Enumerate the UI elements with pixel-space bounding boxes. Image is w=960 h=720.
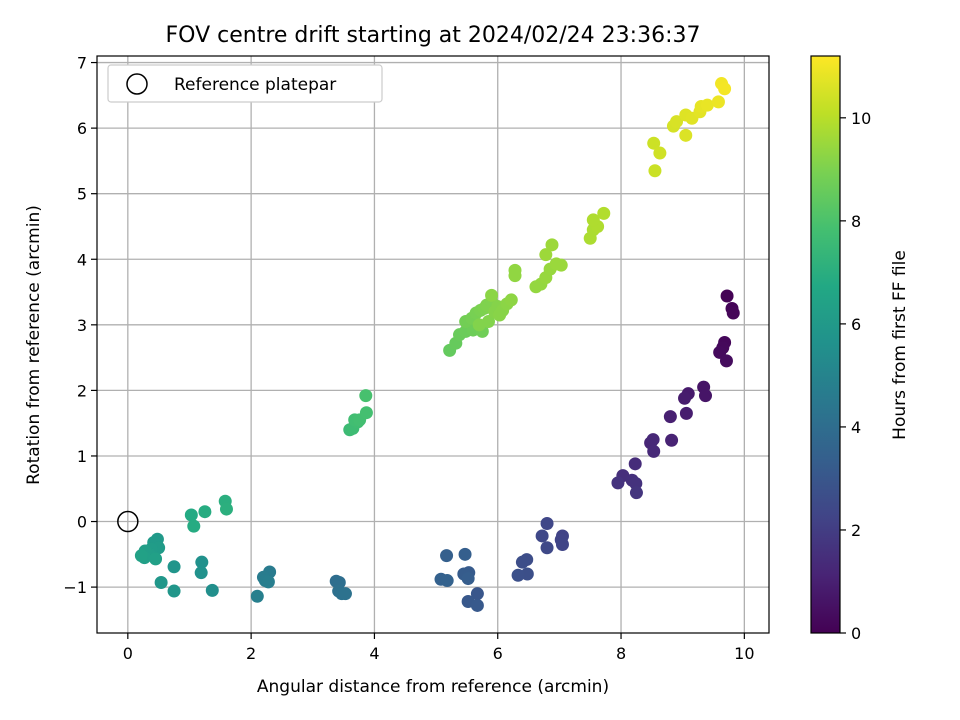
x-axis-label: Angular distance from reference (arcmin) [257, 677, 609, 697]
data-point [628, 457, 642, 471]
colorbar-tick-label: 8 [851, 212, 861, 231]
data-point [485, 288, 499, 302]
data-point [648, 164, 662, 178]
data-point [470, 587, 484, 601]
data-point [511, 568, 525, 582]
data-point [718, 82, 732, 96]
data-point [198, 505, 212, 519]
data-point [586, 213, 600, 227]
data-point [359, 406, 373, 420]
colorbar-gradient [810, 55, 841, 634]
data-point [134, 549, 148, 563]
data-point [597, 206, 611, 220]
colorbar-tick-label: 4 [851, 418, 861, 437]
data-point [440, 574, 454, 588]
grid-lines [97, 56, 769, 633]
y-axis-ticks: −1 0 1 2 3 4 5 6 7 [63, 54, 97, 597]
data-point [219, 502, 233, 516]
colorbar: 0 2 4 6 8 10 Hours from first FF file [810, 55, 910, 643]
data-point [545, 238, 559, 252]
x-tick-label: 4 [369, 644, 379, 663]
data-point [187, 519, 201, 533]
legend: Reference platepar [107, 64, 383, 103]
plot-frame [96, 55, 770, 634]
data-point [167, 584, 181, 598]
data-point [504, 293, 518, 307]
data-point [611, 476, 625, 490]
data-point [205, 583, 219, 597]
data-point [663, 410, 677, 424]
data-point [338, 587, 352, 601]
data-point [647, 136, 661, 150]
data-point [149, 552, 163, 566]
data-point [470, 598, 484, 612]
data-point [359, 389, 373, 403]
y-tick-label: −1 [63, 578, 87, 597]
y-tick-label: 1 [77, 447, 87, 466]
data-point [629, 486, 643, 500]
x-tick-label: 0 [123, 644, 133, 663]
data-point [679, 128, 693, 142]
y-tick-label: 4 [77, 250, 87, 269]
colorbar-label: Hours from first FF file [890, 250, 910, 440]
data-point [726, 306, 740, 320]
y-tick-label: 0 [77, 513, 87, 532]
data-point [698, 389, 712, 403]
data-point [261, 575, 275, 589]
colorbar-tick-label: 10 [851, 109, 871, 128]
y-tick-label: 5 [77, 185, 87, 204]
data-point [167, 560, 181, 574]
data-point [481, 315, 495, 329]
reference-point-marker [117, 510, 139, 533]
data-point [653, 146, 667, 160]
data-point [719, 354, 733, 368]
data-point [250, 589, 264, 603]
data-point [539, 248, 553, 262]
colorbar-tick-label: 2 [851, 521, 861, 540]
data-point [535, 529, 549, 543]
data-point [154, 576, 168, 590]
colorbar-ticks: 0 2 4 6 8 10 [840, 109, 871, 643]
y-tick-label: 3 [77, 316, 87, 335]
y-axis-label: Rotation from reference (arcmin) [24, 205, 44, 485]
colorbar-tick-label: 6 [851, 315, 861, 334]
x-axis-ticks: 0 2 4 6 8 10 [123, 633, 755, 663]
data-point [184, 508, 198, 522]
data-point [515, 555, 529, 569]
y-tick-label: 2 [77, 381, 87, 400]
data-point [440, 549, 454, 563]
data-point [554, 258, 568, 272]
legend-box [107, 64, 383, 103]
x-tick-label: 10 [734, 644, 754, 663]
legend-entry-reference: Reference platepar [174, 75, 336, 95]
data-point [508, 263, 522, 277]
data-point [647, 444, 661, 458]
data-point [540, 517, 554, 531]
data-point [195, 555, 209, 569]
colorbar-tick-label: 0 [851, 624, 861, 643]
data-point [461, 572, 475, 586]
data-point [665, 433, 679, 447]
x-tick-label: 2 [246, 644, 256, 663]
data-point [670, 115, 684, 129]
data-point [700, 98, 714, 112]
y-tick-label: 6 [77, 119, 87, 138]
data-point [720, 289, 734, 303]
data-point [711, 95, 725, 109]
data-point [646, 433, 660, 447]
data-point [458, 547, 472, 561]
data-point [194, 566, 208, 580]
data-point [555, 537, 569, 551]
x-tick-label: 6 [493, 644, 503, 663]
y-tick-label: 7 [77, 54, 87, 73]
scatter-points [134, 77, 740, 612]
legend-marker-open-circle [126, 73, 148, 95]
chart-title: FOV centre drift starting at 2024/02/24 … [166, 23, 701, 48]
data-point [540, 541, 554, 555]
data-point [679, 406, 693, 420]
x-tick-label: 8 [616, 644, 626, 663]
data-point [678, 391, 692, 405]
